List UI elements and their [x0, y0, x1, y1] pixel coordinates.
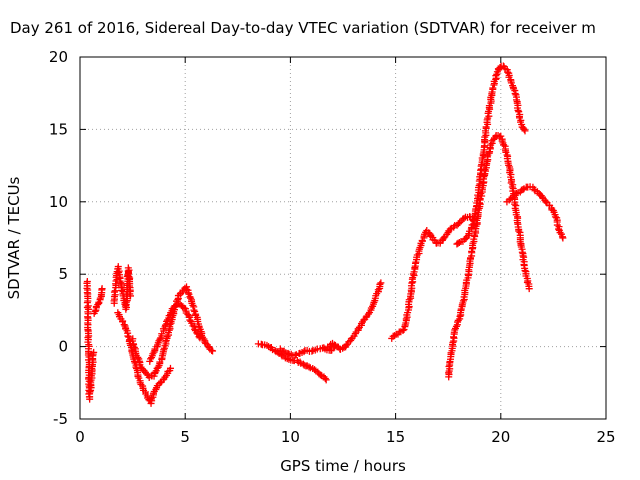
data-point	[316, 371, 324, 379]
data-point	[492, 72, 500, 80]
x-tick-label: 15	[386, 428, 405, 446]
data-point	[190, 306, 198, 314]
data-point	[134, 353, 142, 361]
data-point	[468, 221, 476, 229]
data-point	[459, 297, 467, 305]
data-point	[515, 227, 523, 235]
data-point	[189, 322, 197, 330]
y-tick-label: 15	[49, 120, 68, 138]
data-point	[308, 347, 316, 355]
data-point	[184, 289, 192, 297]
data-point	[364, 310, 372, 318]
data-point	[143, 370, 151, 378]
data-point	[137, 380, 145, 388]
data-point	[126, 292, 134, 300]
y-tick-label: 10	[49, 193, 68, 211]
data-point	[556, 229, 564, 237]
axis-ticks: 0 5 10 15 20 25 -5 0 5 10 15 20	[49, 48, 616, 446]
data-point	[521, 267, 529, 275]
data-point	[504, 68, 512, 76]
chart-title: Day 261 of 2016, Sidereal Day-to-day VTE…	[10, 19, 596, 37]
data-point	[150, 348, 158, 356]
x-tick-label: 5	[180, 428, 190, 446]
data-point	[520, 125, 528, 133]
data-point	[90, 348, 98, 356]
data-point	[376, 280, 384, 288]
data-point	[196, 334, 204, 342]
data-point	[489, 84, 497, 92]
data-point	[354, 325, 362, 333]
y-tick-label: 0	[58, 338, 68, 356]
x-tick-label: 20	[491, 428, 510, 446]
data-point	[151, 368, 159, 376]
data-point	[500, 141, 508, 149]
x-axis-label: GPS time / hours	[280, 457, 406, 475]
data-point	[96, 294, 104, 302]
data-point	[193, 329, 201, 337]
y-axis-label: SDTVAR / TECUs	[5, 176, 23, 299]
data-point	[189, 301, 197, 309]
data-point	[523, 278, 531, 286]
data-point	[452, 322, 460, 330]
data-point	[291, 351, 299, 359]
data-point	[166, 320, 174, 328]
data-point	[186, 293, 194, 301]
data-point	[525, 285, 533, 293]
data-point	[124, 332, 132, 340]
data-point	[130, 343, 138, 351]
data-point	[555, 225, 563, 233]
data-point	[454, 316, 462, 324]
data-point	[110, 288, 118, 296]
data-point	[455, 239, 463, 247]
data-point	[148, 395, 156, 403]
data-point	[511, 90, 519, 98]
data-point	[195, 333, 203, 341]
data-point	[118, 286, 126, 294]
data-point	[553, 221, 561, 229]
data-point	[160, 346, 168, 354]
data-point	[321, 375, 329, 383]
data-point	[120, 321, 128, 329]
data-point	[497, 132, 505, 140]
data-point	[512, 190, 520, 198]
data-point	[140, 367, 148, 375]
data-point	[460, 214, 468, 222]
data-point	[399, 326, 407, 334]
data-point	[134, 373, 142, 381]
data-point	[191, 325, 199, 333]
data-point	[559, 234, 567, 242]
data-point	[451, 326, 459, 334]
data-point	[209, 347, 217, 355]
data-point	[187, 294, 195, 302]
data-point	[374, 286, 382, 294]
data-point	[542, 198, 550, 206]
plot-frame	[79, 56, 607, 420]
x-tick-label: 10	[281, 428, 300, 446]
data-point	[280, 347, 288, 355]
data-point	[284, 349, 292, 357]
data-point	[166, 364, 174, 372]
x-tick-label: 25	[596, 428, 615, 446]
data-point	[122, 298, 130, 306]
data-point	[183, 285, 191, 293]
data-point	[163, 333, 171, 341]
y-tick-label: 20	[49, 48, 68, 66]
data-point	[322, 376, 330, 384]
grid	[80, 57, 606, 419]
data-points	[83, 62, 567, 407]
data-point	[521, 127, 529, 135]
y-tick-label: 5	[58, 265, 68, 283]
data-point	[161, 321, 169, 329]
data-point	[165, 312, 173, 320]
data-point	[98, 285, 106, 293]
data-point	[305, 363, 313, 371]
data-point	[86, 388, 94, 396]
y-tick-label: -5	[53, 410, 68, 428]
x-tick-label: 0	[75, 428, 85, 446]
data-point	[496, 63, 504, 71]
data-point	[377, 279, 385, 287]
data-point	[405, 296, 413, 304]
